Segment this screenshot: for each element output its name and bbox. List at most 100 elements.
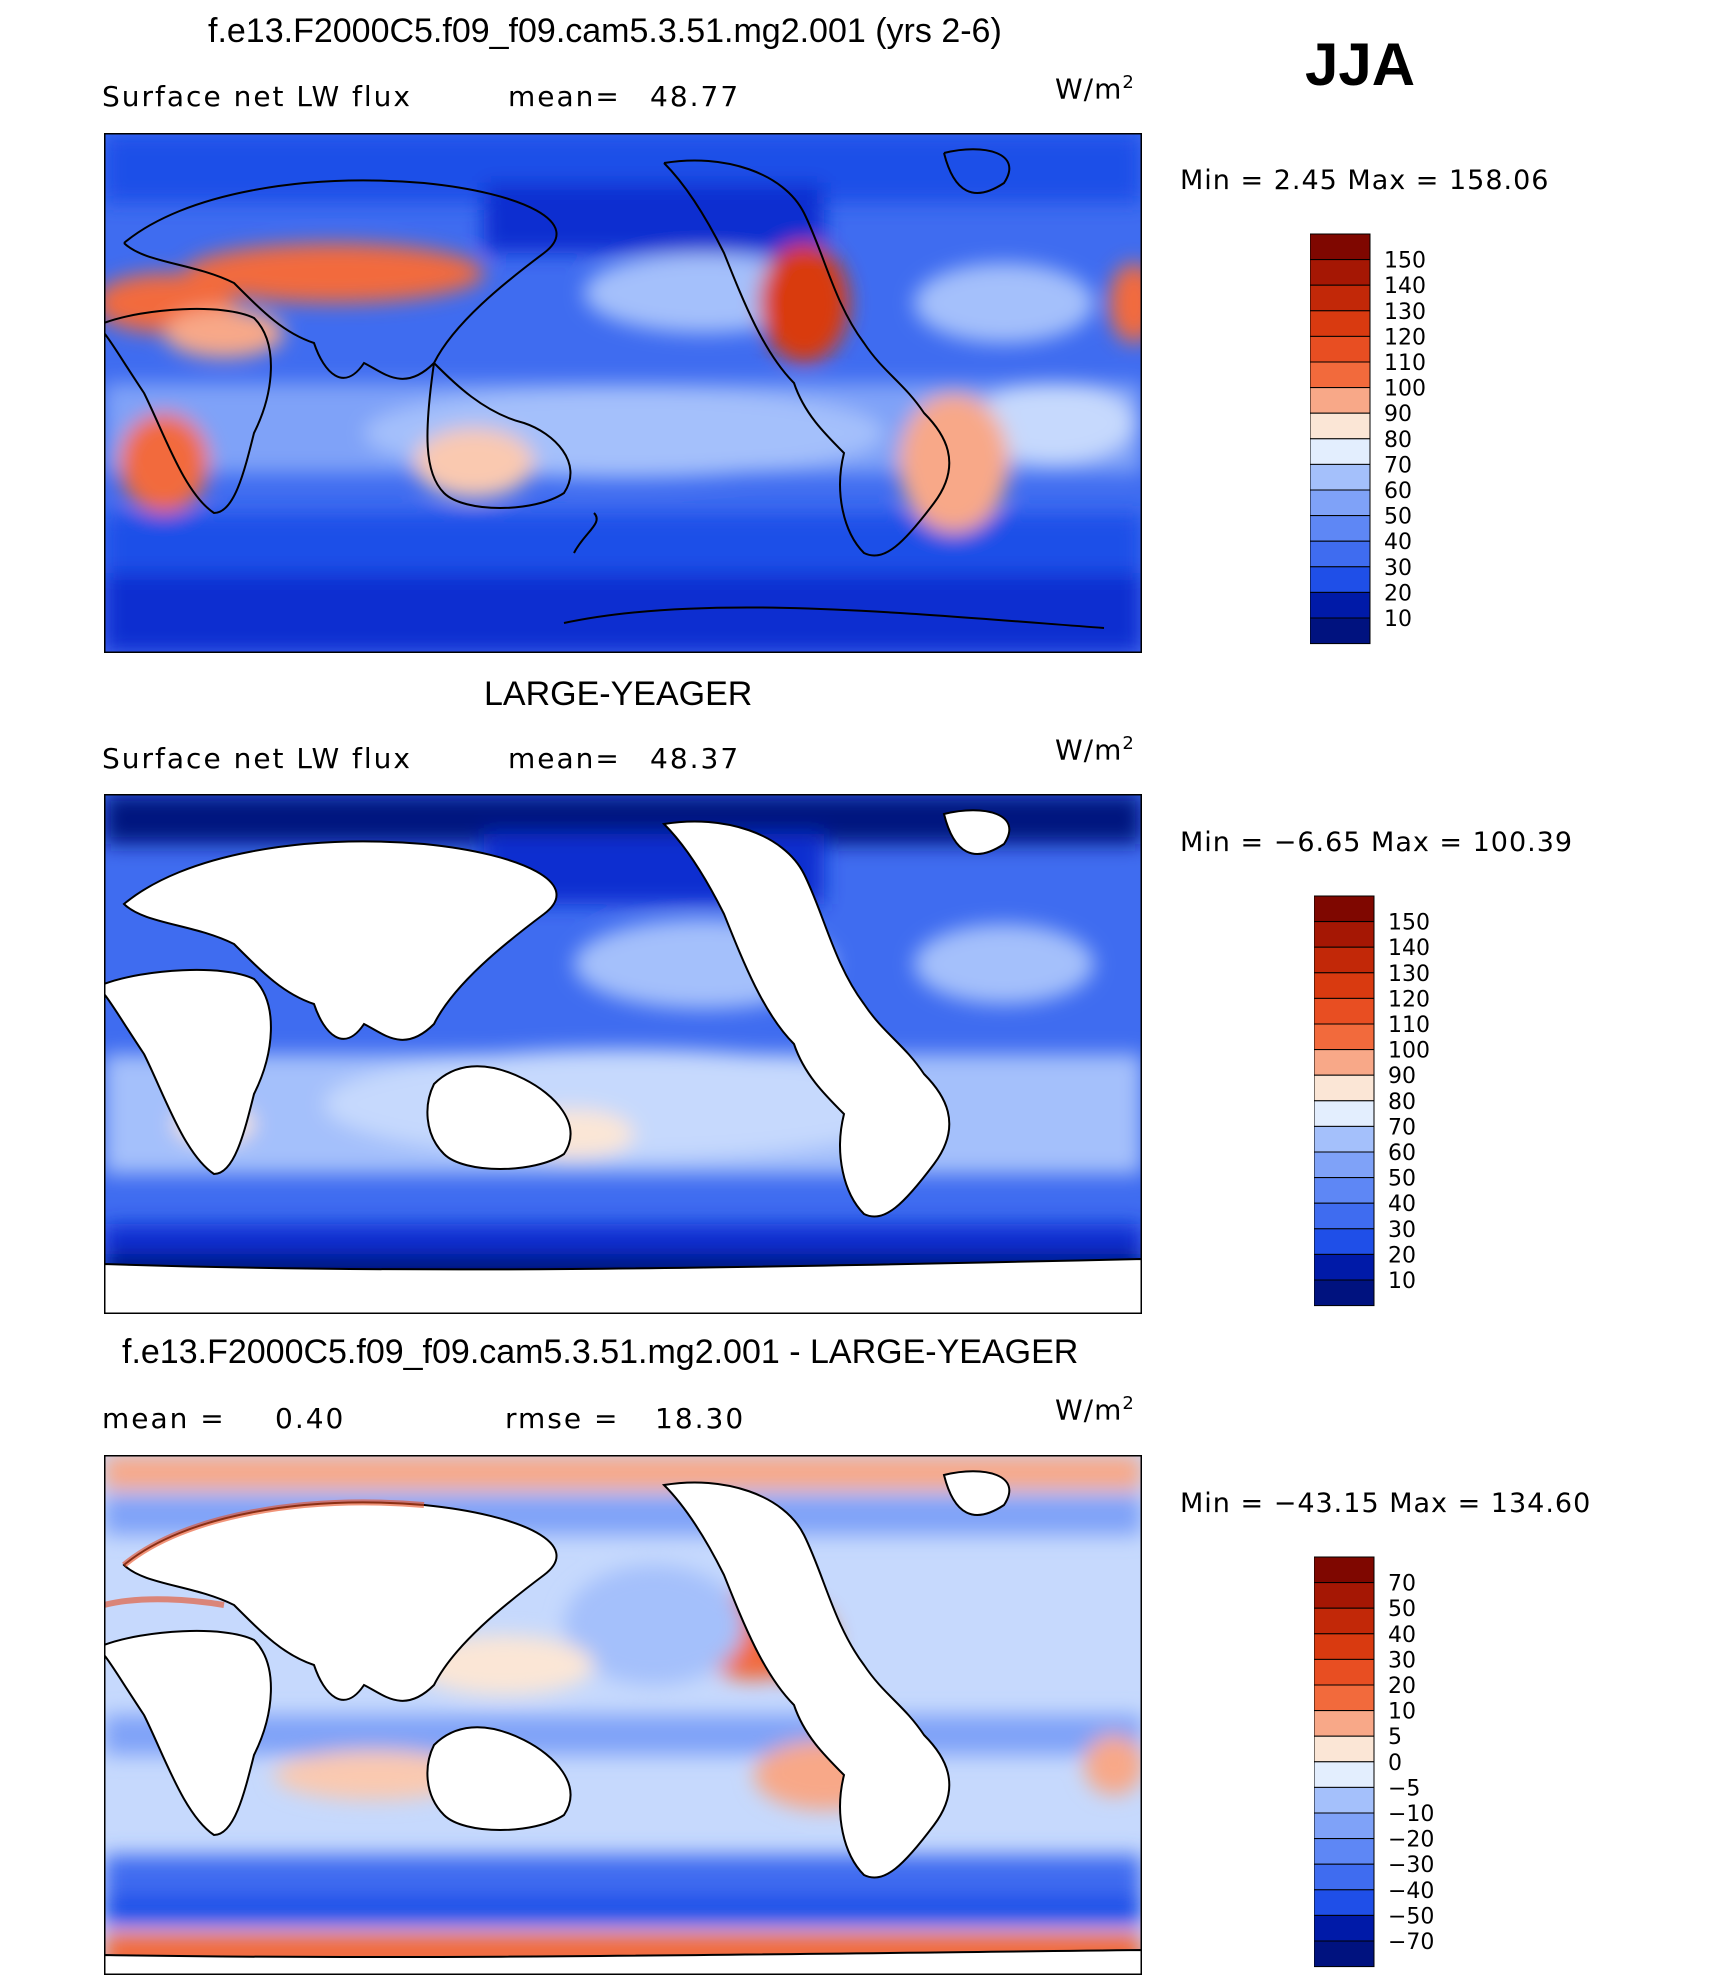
colorbar-swatch [1314, 1151, 1375, 1179]
colorbar-label: 40 [1388, 1623, 1416, 1648]
colorbar-swatch [1314, 1074, 1375, 1102]
colorbar-label: 10 [1388, 1700, 1416, 1725]
colorbar-swatch [1310, 335, 1371, 363]
colorbar-swatch [1310, 617, 1371, 645]
colorbar-label: 130 [1384, 300, 1426, 325]
colorbar-label: 30 [1388, 1218, 1416, 1243]
colorbar-swatch [1314, 1228, 1375, 1255]
panel3-units: W/m2 [1055, 1393, 1135, 1426]
panel3-mean-value: 0.40 [275, 1402, 346, 1435]
colorbar-swatch [1314, 921, 1375, 948]
colorbar-label: 80 [1384, 428, 1412, 453]
colorbar-label: 30 [1384, 556, 1412, 581]
panel2-minmax: Min = −6.65 Max = 100.39 [1180, 827, 1574, 858]
colorbar-swatch [1314, 1735, 1375, 1763]
colorbar-label: 0 [1388, 1751, 1402, 1776]
panel1-colorbar-swatches [1310, 233, 1371, 645]
colorbar-swatch [1314, 997, 1375, 1025]
panel1-frame [104, 133, 1142, 653]
colorbar-swatch [1314, 1049, 1375, 1076]
panel3-mean-label: mean = [102, 1402, 226, 1435]
colorbar-label: −20 [1388, 1828, 1434, 1853]
colorbar-swatch [1310, 284, 1371, 312]
colorbar-swatch [1314, 1812, 1375, 1840]
colorbar-label: 90 [1384, 402, 1412, 427]
colorbar-label: 100 [1384, 377, 1426, 402]
colorbar-label: 10 [1384, 607, 1412, 632]
panel3-coastal-warm-bands [104, 1499, 425, 1608]
panel2-units-exp: 2 [1122, 733, 1135, 754]
colorbar-label: 50 [1384, 505, 1412, 530]
colorbar-label: 130 [1388, 962, 1430, 987]
colorbar-label: 20 [1384, 581, 1412, 606]
panel1-title: f.e13.F2000C5.f09_f09.cam5.3.51.mg2.001 … [208, 12, 1002, 50]
panel1-field-label: Surface net LW flux [102, 80, 412, 113]
colorbar-label: 60 [1388, 1141, 1416, 1166]
colorbar-label: −50 [1388, 1904, 1434, 1929]
colorbar-label: 60 [1384, 479, 1412, 504]
colorbar-label: 100 [1388, 1039, 1430, 1064]
panel3-units-base: W/m [1055, 1393, 1123, 1427]
panel2-frame [104, 794, 1142, 1314]
colorbar-label: −30 [1388, 1853, 1434, 1878]
colorbar-swatch [1310, 259, 1371, 286]
panel3-colorbar-swatches [1314, 1556, 1375, 1968]
colorbar-label: −5 [1388, 1776, 1420, 1801]
panel1-coastlines [104, 148, 1105, 629]
panel1-mean-label: mean= [508, 80, 621, 113]
colorbar-swatch [1314, 1582, 1375, 1609]
colorbar-swatch [1314, 1863, 1375, 1891]
colorbar-swatch [1314, 1125, 1375, 1153]
panel1-map [104, 133, 1142, 653]
colorbar-swatch [1310, 387, 1371, 414]
colorbar-label: 80 [1388, 1090, 1416, 1115]
panel1-minmax: Min = 2.45 Max = 158.06 [1180, 165, 1550, 196]
colorbar-swatch [1314, 1253, 1375, 1281]
colorbar-swatch [1314, 1279, 1375, 1307]
colorbar-label: 110 [1384, 351, 1426, 376]
colorbar-swatch [1314, 1202, 1375, 1230]
colorbar-swatch [1314, 895, 1375, 923]
colorbar-swatch [1310, 540, 1371, 568]
panel3-land-mask [104, 1470, 1142, 1975]
colorbar-swatch [1314, 1633, 1375, 1660]
panel2-map [104, 794, 1142, 1314]
panel3-title: f.e13.F2000C5.f09_f09.cam5.3.51.mg2.001 … [122, 1333, 1079, 1371]
colorbar-swatch [1310, 361, 1371, 389]
panel3-units-exp: 2 [1122, 1393, 1135, 1414]
colorbar-swatch [1314, 1607, 1375, 1635]
colorbar-label: 50 [1388, 1167, 1416, 1192]
colorbar-label: −10 [1388, 1802, 1434, 1827]
colorbar-swatch [1314, 1658, 1375, 1686]
colorbar-label: 150 [1388, 911, 1430, 936]
panel3-rmse-value: 18.30 [655, 1402, 746, 1435]
panel2-units-base: W/m [1055, 733, 1123, 767]
colorbar-label: 20 [1388, 1243, 1416, 1268]
colorbar-swatch [1310, 310, 1371, 337]
panel3-map [104, 1455, 1142, 1975]
colorbar-label: 10 [1388, 1269, 1416, 1294]
panel2-land-mask [104, 809, 1142, 1314]
colorbar-swatch [1314, 1914, 1375, 1942]
colorbar-label: 5 [1388, 1725, 1402, 1750]
colorbar-label: 70 [1388, 1572, 1416, 1597]
colorbar-swatch [1310, 515, 1371, 542]
colorbar-label: 90 [1388, 1064, 1416, 1089]
colorbar-swatch [1314, 1838, 1375, 1865]
colorbar-label: 150 [1384, 249, 1426, 274]
panel1-mean-value: 48.77 [650, 80, 741, 113]
panel2-title: LARGE-YEAGER [484, 675, 753, 713]
colorbar-label: 50 [1388, 1597, 1416, 1622]
panel2-colorbar-swatches [1314, 895, 1375, 1307]
colorbar-swatch [1314, 1761, 1375, 1788]
colorbar-label: 140 [1384, 274, 1426, 299]
panel2-mean-value: 48.37 [650, 742, 741, 775]
colorbar-swatch [1314, 1023, 1375, 1051]
colorbar-label: 70 [1388, 1115, 1416, 1140]
